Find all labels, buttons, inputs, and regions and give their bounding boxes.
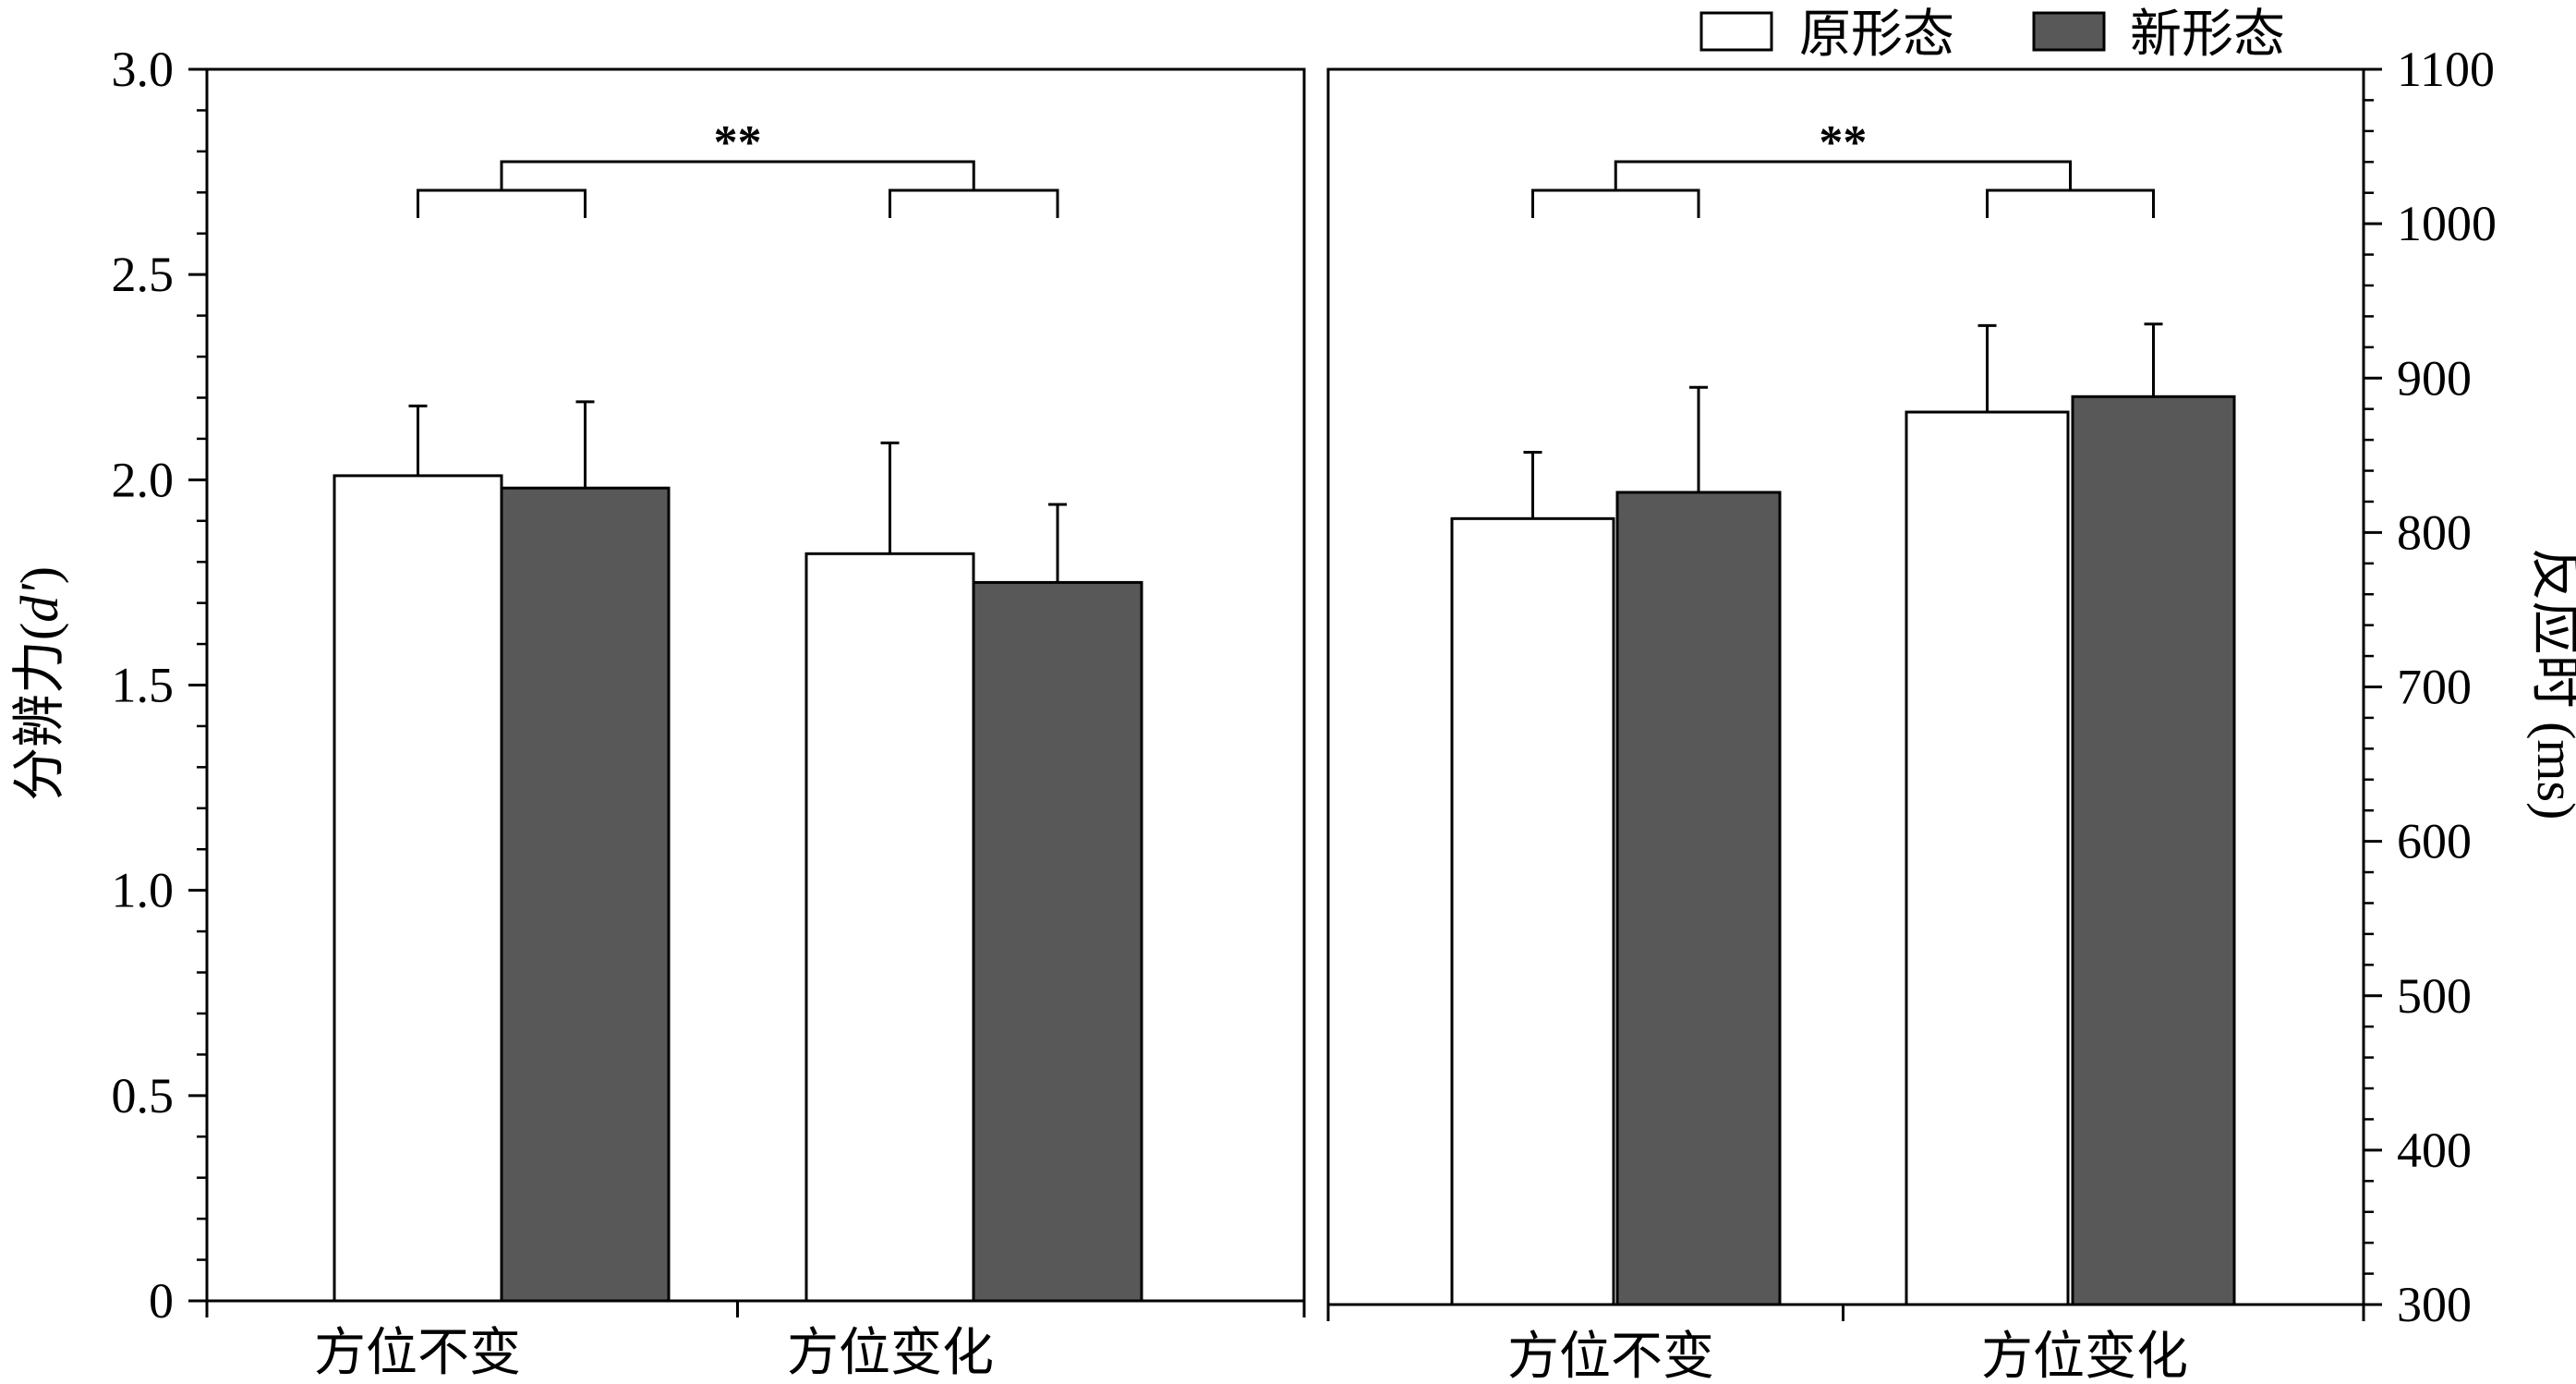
y-tick-label: 400 <box>2397 1123 2472 1178</box>
y-tick-label: 700 <box>2397 660 2472 715</box>
y-axis-title-part: ) <box>9 566 69 584</box>
bar <box>1615 491 1782 1306</box>
bar <box>1905 410 2070 1306</box>
significance-annotation: ** <box>1819 116 1867 169</box>
y-axis-title-part: 分辨力( <box>9 623 69 801</box>
bar <box>333 474 503 1303</box>
significance-bracket-top <box>1614 160 2072 190</box>
y-tick-label: 900 <box>2397 350 2472 406</box>
x-category-label: 方位不变 <box>314 1325 521 1382</box>
legend-swatch <box>2032 11 2106 52</box>
bar <box>804 552 975 1303</box>
y-tick-label: 1000 <box>2397 196 2497 251</box>
bar <box>1450 516 1615 1306</box>
significance-bracket <box>417 188 587 218</box>
significance-annotation: ** <box>714 116 762 169</box>
y-tick-label: 2.5 <box>112 247 175 302</box>
legend-swatch <box>1699 11 1773 52</box>
y-tick-label: 1.5 <box>112 658 175 713</box>
legend-label: 新形态 <box>2130 6 2285 64</box>
bar <box>2071 395 2236 1306</box>
left-panel: 0 0.5 1.0 1.5 2.0 2.5 3.0 方位不变 方位变化 ** 分辨力(d') <box>9 42 1306 1382</box>
y-tick-label: 3.0 <box>112 42 175 97</box>
y-tick-label: 2.0 <box>112 452 175 507</box>
y-tick-label: 0.5 <box>112 1068 175 1123</box>
right-panel: 300 400 500 600 700 800 900 1000 1100 方位不变 方位变化 ** 反… <box>1326 42 2576 1384</box>
y-axis-title-italic: d' <box>9 583 69 623</box>
significance-bracket <box>1986 188 2155 218</box>
y-axis-title: 反应时 (ms) <box>2526 548 2576 820</box>
significance-bracket-top <box>500 160 975 190</box>
y-tick-label: 1.0 <box>112 863 175 918</box>
y-tick-label: 600 <box>2397 814 2472 869</box>
bar <box>500 486 671 1303</box>
x-category-label: 方位不变 <box>1507 1329 1714 1384</box>
y-tick-label: 1100 <box>2397 42 2495 97</box>
significance-bracket <box>889 188 1059 218</box>
y-axis-title: 分辨力(d') <box>9 566 69 801</box>
bar <box>972 580 1143 1303</box>
legend: 原形态 新形态 <box>1699 6 2285 64</box>
y-tick-label: 800 <box>2397 504 2472 560</box>
legend-label: 原形态 <box>1799 6 1954 64</box>
y-tick-label: 500 <box>2397 968 2472 1024</box>
y-tick-label: 0 <box>149 1273 174 1329</box>
x-category-label: 方位变化 <box>787 1325 994 1382</box>
x-category-label: 方位变化 <box>1981 1329 2188 1384</box>
y-tick-label: 300 <box>2397 1277 2472 1332</box>
significance-bracket <box>1531 188 1700 218</box>
